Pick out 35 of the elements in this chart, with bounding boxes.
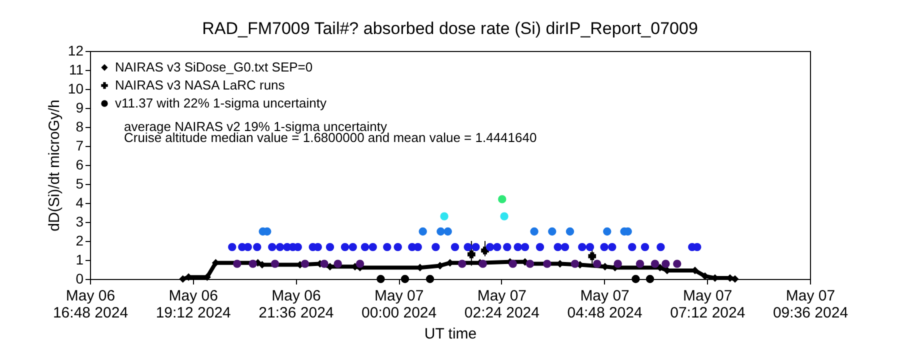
y-tick-label: 7 — [76, 138, 84, 154]
point — [602, 263, 608, 270]
y-tick-label: 4 — [76, 194, 84, 210]
x-axis-title: UT time — [424, 326, 477, 342]
y-tick-label: 2 — [76, 232, 84, 248]
point — [588, 252, 596, 260]
x-tick-label: May 06 19:12 2024 — [156, 288, 231, 322]
legend-label: v11.37 with 22% 1-sigma uncertainty — [115, 96, 327, 110]
y-tick-label: 10 — [68, 80, 84, 96]
x-tick-label: May 07 04:48 2024 — [567, 288, 642, 322]
point — [436, 262, 444, 270]
y-tick-label: 11 — [68, 62, 84, 78]
y-axis-title: dD(Si)/dt microGy/h — [46, 100, 63, 232]
y-tick-label: 8 — [76, 118, 84, 134]
y-tick-label: 12 — [68, 42, 84, 58]
x-tick-label: May 07 02:24 2024 — [464, 288, 540, 322]
x-tick-label: May 07 09:36 2024 — [772, 288, 848, 322]
point — [179, 276, 186, 282]
x-tick-label: May 06 16:48 2024 — [52, 288, 128, 322]
chart-title: RAD_FM7009 Tail#? absorbed dose rate (Si) dirIP_Report_07009 — [202, 19, 698, 38]
x-tick-label: May 07 00:00 2024 — [362, 288, 437, 322]
legend-label: NAIRAS v3 NASA LaRC runs — [115, 78, 286, 92]
y-tick-label: 5 — [76, 176, 84, 192]
point — [468, 250, 476, 258]
point — [702, 272, 708, 280]
point — [732, 276, 738, 282]
y-tick-label: 1 — [76, 252, 84, 268]
legend-label: NAIRAS v3 SiDose_G0.txt SEP=0 — [115, 60, 313, 74]
x-tick-label: May 07 07:12 2024 — [670, 288, 746, 322]
point — [481, 246, 489, 254]
y-tick-label: 0 — [76, 270, 84, 286]
y-tick-label: 6 — [76, 156, 84, 172]
x-tick-label: May 06 21:36 2024 — [258, 288, 334, 322]
y-tick-label: 9 — [76, 100, 84, 116]
y-tick-label: 3 — [76, 214, 84, 230]
